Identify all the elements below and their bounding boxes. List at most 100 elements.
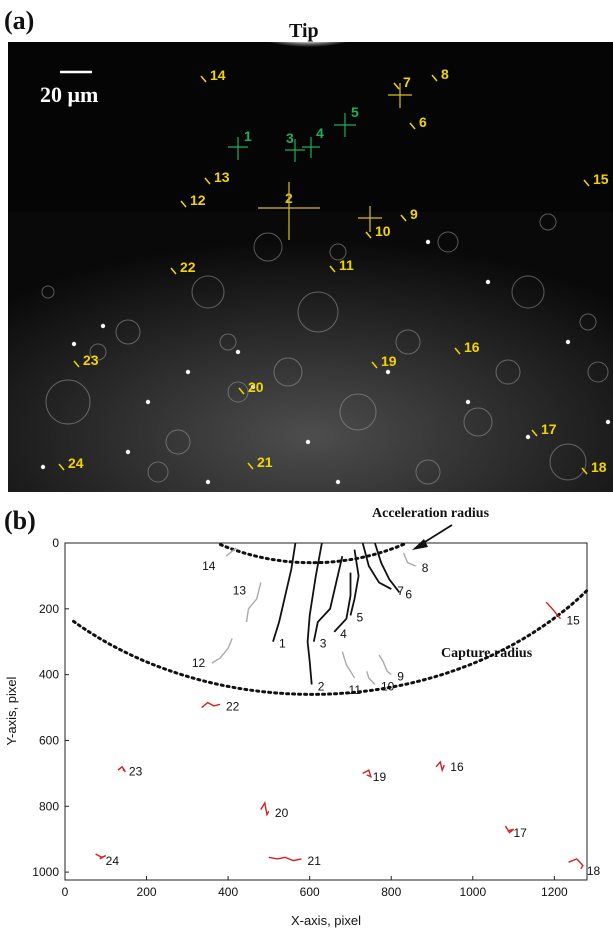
trajectory-5 <box>349 549 360 616</box>
particle-label: 9 <box>410 206 418 222</box>
trajectory-label-4: 4 <box>340 627 347 641</box>
trajectory-label-9: 9 <box>397 670 404 684</box>
particle-label: 21 <box>257 454 273 470</box>
capture-radius-arc <box>70 589 589 696</box>
crosshair-2 <box>258 182 320 240</box>
y-tick-label: 400 <box>39 668 59 682</box>
bubble <box>539 213 557 231</box>
bubble <box>339 393 377 431</box>
trajectory-15 <box>545 601 562 620</box>
trajectory-20 <box>260 801 270 817</box>
trajectories <box>95 542 584 870</box>
y-tick-label: 200 <box>39 602 59 616</box>
bubble <box>329 243 347 261</box>
plot-area <box>64 542 588 881</box>
particle-dot <box>305 439 311 445</box>
panel-b-label: (b) <box>4 506 36 535</box>
trajectory-label-13: 13 <box>233 583 247 597</box>
trajectory-21 <box>268 856 302 862</box>
particle-arrow <box>247 462 254 470</box>
bubble <box>273 357 303 387</box>
bubble <box>147 461 169 483</box>
particle-dot <box>525 434 531 440</box>
x-tick-label: 400 <box>218 885 238 899</box>
particle-arrow <box>180 200 187 208</box>
particle-dot <box>565 339 571 345</box>
particle-label: 2 <box>285 190 293 206</box>
particle-arrow <box>454 347 461 355</box>
particle-arrow <box>371 361 378 369</box>
bubble <box>415 459 441 485</box>
trajectory-label-19: 19 <box>373 770 387 784</box>
x-tick-label: 800 <box>381 885 401 899</box>
trajectory-label-6: 6 <box>405 587 412 601</box>
particle-label: 7 <box>403 74 411 90</box>
x-tick-label: 0 <box>62 885 69 899</box>
trajectory-4 <box>333 572 352 633</box>
particle-dot <box>100 323 106 329</box>
trajectory-label-1: 1 <box>279 637 286 651</box>
axis-ticks: 0 200 400 600 800 1000 1200 0 200 400 600 800 1000 <box>32 536 568 899</box>
x-tick-label: 1200 <box>541 885 568 899</box>
particle-label: 18 <box>591 459 607 475</box>
trajectory-label-14: 14 <box>202 559 216 573</box>
y-tick-label: 800 <box>39 799 59 813</box>
trajectory-17 <box>504 825 515 834</box>
trajectory-label-7: 7 <box>397 584 404 598</box>
particle-label: 23 <box>83 352 99 368</box>
trajectory-24 <box>95 853 107 860</box>
trajectory-11 <box>341 651 356 679</box>
bubble <box>41 285 55 299</box>
crosshair-1 <box>228 137 248 160</box>
haze-background <box>8 212 613 492</box>
trajectory-13 <box>245 582 262 623</box>
y-tick-label: 0 <box>52 536 59 550</box>
bubble <box>511 275 545 309</box>
bubble <box>253 232 283 262</box>
particle-dot <box>605 419 611 425</box>
bubble <box>463 407 493 437</box>
trajectory-label-24: 24 <box>106 854 120 868</box>
trajectory-22 <box>201 701 221 709</box>
bubble <box>89 343 107 361</box>
particle-label: 19 <box>381 353 397 369</box>
particle-label: 5 <box>351 104 359 120</box>
trajectory-plot: 0 200 400 600 800 1000 1200 0 200 400 600 800 1000 1… <box>4 506 601 928</box>
particle-arrow <box>238 387 245 395</box>
bubble <box>45 379 91 425</box>
trajectory-label-21: 21 <box>308 854 322 868</box>
particle-dot <box>185 369 191 375</box>
acceleration-radius-arc <box>218 542 406 565</box>
trajectory-label-15: 15 <box>566 614 580 628</box>
trajectory-label-2: 2 <box>318 680 325 694</box>
particle-arrow <box>58 463 65 471</box>
trajectory-7 <box>361 542 392 590</box>
crosshairs <box>228 83 412 240</box>
bubble <box>395 329 421 355</box>
trajectory-label-23: 23 <box>129 764 143 778</box>
trajectory-18 <box>568 858 584 870</box>
particle-arrow <box>431 74 438 82</box>
trajectory-label-11: 11 <box>349 683 362 697</box>
particle-label: 8 <box>441 66 449 82</box>
trajectory-label-22: 22 <box>226 699 240 713</box>
particle-label: 15 <box>593 171 609 187</box>
particle-label: 11 <box>339 257 354 273</box>
trajectory-14 <box>225 547 237 557</box>
trajectory-9 <box>378 654 392 676</box>
trajectory-3 <box>312 555 344 642</box>
trajectory-12 <box>211 638 233 664</box>
particle-dot <box>71 341 77 347</box>
tip-glow <box>246 42 370 68</box>
bubble <box>219 333 237 351</box>
trajectory-label-5: 5 <box>356 610 363 624</box>
trajectory-10 <box>366 671 376 685</box>
particle-label: 3 <box>286 130 294 146</box>
particle-arrow <box>170 267 177 275</box>
particle-label: 14 <box>210 67 226 83</box>
trajectory-1 <box>272 542 297 642</box>
crosshair-4 <box>302 137 320 158</box>
acceleration-radius-annotation: Acceleration radius <box>372 506 490 521</box>
